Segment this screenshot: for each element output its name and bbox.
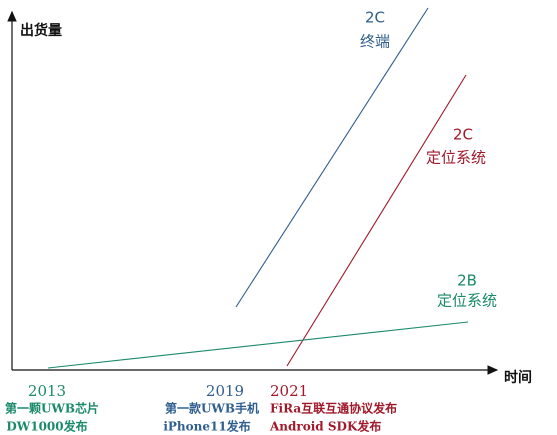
x-axis-label: 时间 — [504, 369, 532, 386]
milestone-text: 第一款UWB手机 — [165, 401, 259, 416]
curve-label: 2B — [457, 272, 477, 290]
milestone-text: 第一颗UWB芯片 — [5, 401, 99, 416]
milestone-year: 2019 — [206, 382, 244, 400]
milestone-text: DW1000发布 — [6, 419, 87, 434]
milestone-text: FiRa互联互通协议发布 — [270, 401, 397, 416]
curve-label: 2C — [365, 9, 385, 27]
curve-line — [286, 74, 467, 367]
milestone-year: 2021 — [270, 382, 308, 400]
milestone-text: Android SDK发布 — [269, 419, 381, 434]
curve-label: 定位系统 — [437, 292, 497, 310]
curve-line — [47, 321, 469, 369]
curve-line — [235, 7, 429, 308]
milestone-text: iPhone11发布 — [163, 419, 250, 434]
curve-label: 定位系统 — [426, 149, 486, 167]
y-axis-label: 出货量 — [20, 22, 62, 39]
milestone-year: 2013 — [28, 382, 66, 400]
curve-label: 2C — [453, 126, 473, 144]
curve-label: 终端 — [360, 33, 390, 51]
